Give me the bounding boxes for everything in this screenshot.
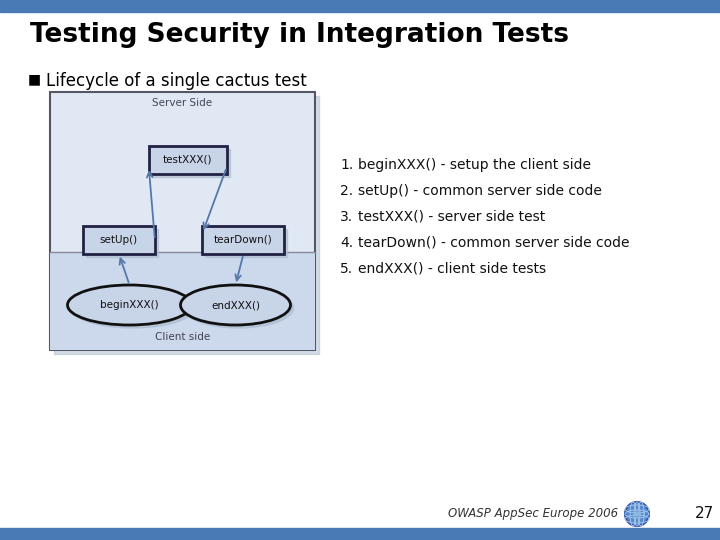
Text: setUp() - common server side code: setUp() - common server side code [358,184,602,198]
Ellipse shape [181,285,290,325]
Bar [0,0,720,12]
Bar [83,226,155,254]
Bar [50,92,315,350]
Text: testXXX(): testXXX() [163,155,212,165]
Bar [149,146,227,174]
Bar [152,149,230,177]
Text: beginXXX() - setup the client side: beginXXX() - setup the client side [358,158,591,172]
Bar [205,229,287,257]
Text: ■: ■ [28,72,41,86]
Bar [202,226,284,254]
Text: endXXX() - client side tests: endXXX() - client side tests [358,262,546,276]
Text: tearDown(): tearDown() [214,235,273,245]
Bar [0,528,720,540]
Circle shape [625,502,649,526]
Ellipse shape [68,285,192,325]
Text: 1.: 1. [340,158,354,172]
Text: Lifecycle of a single cactus test: Lifecycle of a single cactus test [46,72,307,90]
Text: 5.: 5. [340,262,353,276]
Text: Client side: Client side [155,332,210,342]
Text: 3.: 3. [340,210,353,224]
Bar [50,252,315,350]
Text: testXXX() - server side test: testXXX() - server side test [358,210,545,224]
Text: Server Side: Server Side [153,98,212,108]
Text: 2.: 2. [340,184,353,198]
Ellipse shape [71,288,194,328]
Text: setUp(): setUp() [100,235,138,245]
Text: OWASP AppSec Europe 2006: OWASP AppSec Europe 2006 [448,508,618,521]
Bar [54,96,319,354]
Text: Testing Security in Integration Tests: Testing Security in Integration Tests [30,22,569,48]
Text: beginXXX(): beginXXX() [100,300,159,310]
Ellipse shape [184,288,294,328]
Text: endXXX(): endXXX() [211,300,260,310]
Text: 4.: 4. [340,236,353,250]
Text: tearDown() - common server side code: tearDown() - common server side code [358,236,629,250]
Text: 27: 27 [694,507,714,522]
Bar [86,229,158,257]
